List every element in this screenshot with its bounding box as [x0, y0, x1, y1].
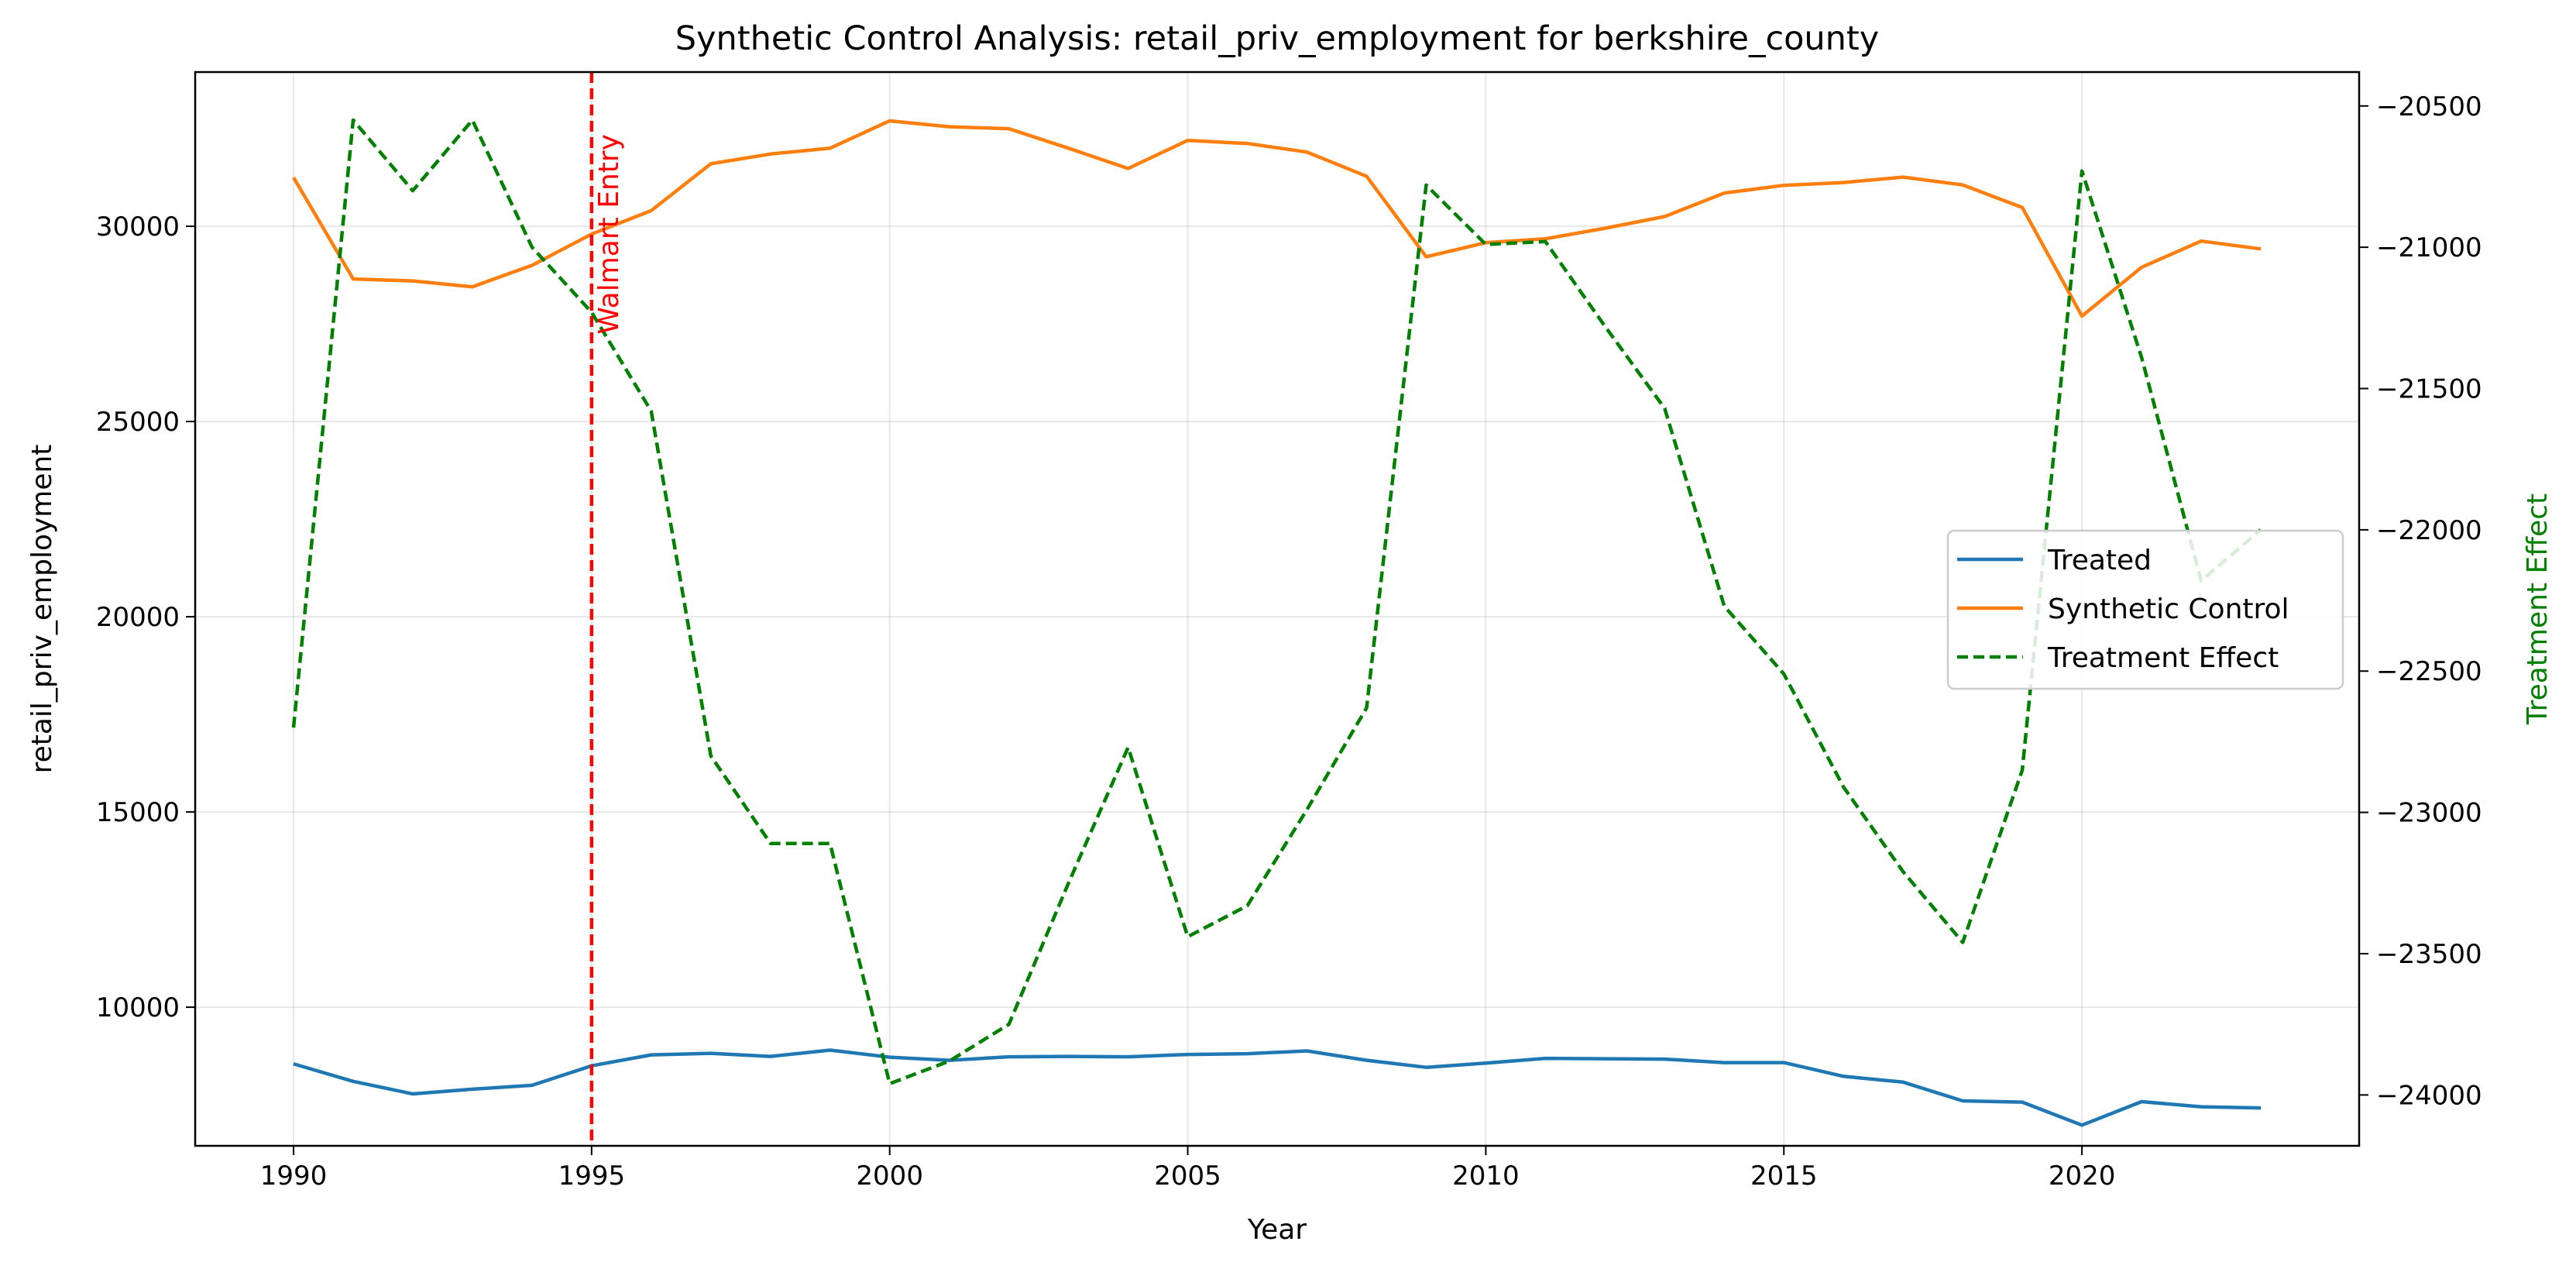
y-tick-label: 25000 [96, 407, 180, 438]
x-tick-label: 2005 [1154, 1161, 1221, 1192]
y2-tick-label: −24000 [2376, 1080, 2482, 1111]
legend: Treated Synthetic Control Treatment Effect [1946, 529, 2344, 690]
event-label: Walmart Entry [593, 134, 625, 335]
y2-axis-label: Treatment Effect [2522, 494, 2554, 725]
series-line-treatment-effect [291, 118, 2262, 1086]
legend-label: Synthetic Control [2048, 593, 2289, 625]
legend-frame [1946, 529, 2344, 690]
y2-tick-label: −22000 [2376, 515, 2482, 546]
y-tick-label: 10000 [96, 992, 180, 1023]
y-axis-right: −20500 −21000 −21500 −22000 −22500 −23000 −235… [2359, 91, 2482, 1111]
series-line-synthetic-control [292, 119, 2262, 318]
x-tick-label: 1995 [558, 1161, 626, 1192]
legend-label: Treatment Effect [2047, 642, 2279, 674]
x-axis: 1990 1995 2000 2005 2010 2015 2020 [260, 1146, 2116, 1192]
chart-title: Synthetic Control Analysis: retail_priv_… [675, 19, 1879, 58]
y-axis-left: 10000 15000 20000 25000 30000 [96, 212, 195, 1023]
annotations: Walmart Entry [589, 72, 625, 1146]
y2-tick-label: −20500 [2376, 91, 2482, 122]
y2-tick-label: −21000 [2376, 232, 2482, 263]
y-tick-label: 30000 [96, 212, 180, 242]
y2-tick-label: −23000 [2376, 798, 2482, 829]
x-tick-label: 2010 [1452, 1161, 1520, 1192]
plot-series [291, 118, 2262, 1127]
plot-frame [194, 70, 2361, 1147]
y-tick-label: 20000 [96, 602, 180, 633]
x-tick-label: 1990 [260, 1161, 328, 1192]
y-axis-label: retail_priv_employment [26, 445, 58, 774]
y2-tick-label: −22500 [2376, 656, 2482, 687]
y2-tick-label: −23500 [2376, 939, 2482, 970]
legend-label: Treated [2047, 545, 2152, 576]
x-tick-label: 2020 [2049, 1161, 2116, 1192]
series-line-treated [293, 1048, 2262, 1127]
x-tick-label: 2015 [1750, 1161, 1818, 1192]
x-axis-label: Year [1247, 1214, 1307, 1246]
y2-tick-label: −21500 [2376, 374, 2482, 405]
x-tick-label: 2000 [856, 1161, 923, 1192]
y-tick-label: 15000 [96, 797, 180, 828]
